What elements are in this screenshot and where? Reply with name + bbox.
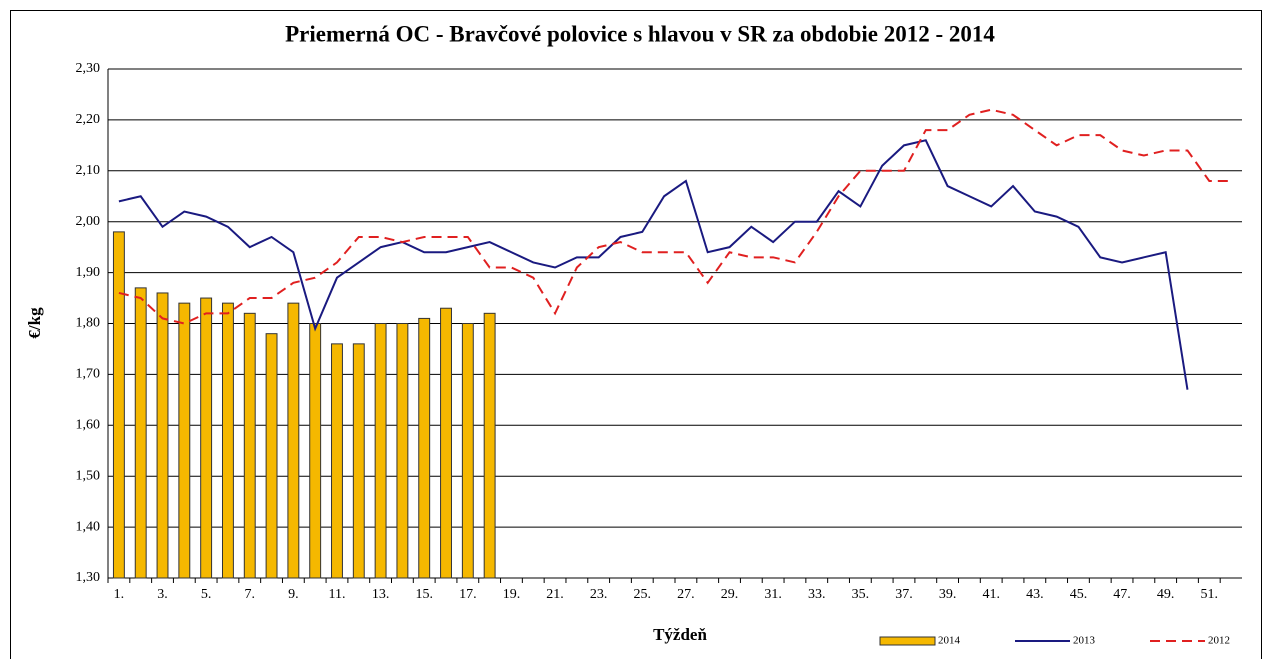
bar [243, 312, 256, 579]
legend-label: 2013 [1073, 635, 1096, 647]
x-tick-label: 13. [372, 587, 390, 602]
bar [134, 287, 147, 579]
x-tick-label: 43. [1026, 587, 1044, 602]
legend-label: 2014 [938, 635, 961, 647]
y-tick-label: 1,60 [76, 418, 101, 433]
line [118, 108, 1232, 325]
x-tick-label: 47. [1113, 587, 1131, 602]
x-tick-label: 37. [895, 587, 913, 602]
chart-title: Priemerná OC - Bravčové polovice s hlavo… [285, 21, 995, 46]
bar [374, 323, 387, 579]
x-tick-label: 7. [245, 587, 256, 602]
y-tick-label: 2,20 [76, 112, 101, 127]
x-axis-label: Týždeň [653, 625, 707, 644]
y-axis-label: €/kg [25, 307, 44, 339]
y-tick-label: 1,50 [76, 468, 101, 483]
x-tick-label: 23. [590, 587, 608, 602]
x-tick-label: 3. [157, 587, 168, 602]
x-tick-label: 51. [1201, 587, 1219, 602]
x-tick-label: 15. [415, 587, 433, 602]
x-tick-label: 29. [721, 587, 739, 602]
y-tick-label: 1,80 [76, 316, 101, 331]
x-tick-label: 17. [459, 587, 477, 602]
bar [352, 343, 365, 579]
y-tick-label: 2,00 [76, 214, 101, 229]
x-tick-label: 49. [1157, 587, 1175, 602]
x-tick-label: 25. [634, 587, 652, 602]
bar [483, 312, 496, 579]
x-tick-label: 1. [114, 587, 125, 602]
x-tick-label: 27. [677, 587, 695, 602]
y-tick-label: 1,30 [76, 570, 101, 585]
bar [112, 231, 125, 579]
y-tick-label: 2,30 [76, 61, 101, 76]
bar [178, 302, 191, 579]
bar [396, 323, 409, 579]
bar [418, 317, 431, 579]
x-tick-label: 21. [546, 587, 564, 602]
bar [309, 323, 322, 579]
x-tick-label: 31. [764, 587, 782, 602]
legend-swatch [879, 636, 936, 646]
bar [331, 343, 343, 579]
x-tick-label: 33. [808, 587, 826, 602]
bar [265, 333, 278, 579]
bar [440, 307, 452, 579]
bar [156, 292, 169, 579]
bar [461, 323, 474, 579]
y-tick-label: 2,10 [76, 163, 101, 178]
x-tick-label: 39. [939, 587, 957, 602]
x-tick-label: 41. [982, 587, 1000, 602]
chart-border [10, 10, 1262, 659]
y-tick-label: 1,70 [76, 367, 101, 382]
x-tick-label: 35. [852, 587, 870, 602]
line [118, 139, 1189, 390]
legend-label: 2012 [1208, 635, 1230, 647]
x-tick-label: 5. [201, 587, 212, 602]
x-tick-label: 45. [1070, 587, 1088, 602]
bar [221, 302, 234, 579]
bar [287, 302, 300, 579]
y-tick-label: 1,90 [76, 265, 101, 280]
x-tick-label: 19. [503, 587, 521, 602]
x-tick-label: 11. [328, 587, 345, 602]
x-tick-label: 9. [288, 587, 299, 602]
bar [200, 297, 213, 579]
y-tick-label: 1,40 [76, 519, 101, 534]
